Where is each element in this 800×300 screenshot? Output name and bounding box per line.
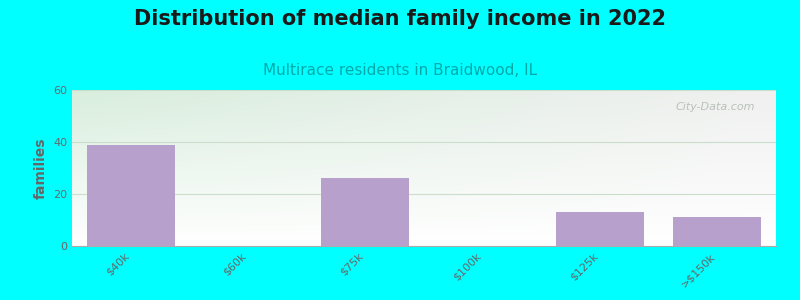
- Bar: [322, 178, 410, 246]
- Bar: [86, 145, 174, 246]
- Bar: [556, 212, 644, 246]
- Text: City-Data.com: City-Data.com: [675, 103, 755, 112]
- Text: Distribution of median family income in 2022: Distribution of median family income in …: [134, 9, 666, 29]
- Text: Multirace residents in Braidwood, IL: Multirace residents in Braidwood, IL: [263, 63, 537, 78]
- Y-axis label: families: families: [34, 137, 47, 199]
- Bar: [674, 218, 762, 246]
